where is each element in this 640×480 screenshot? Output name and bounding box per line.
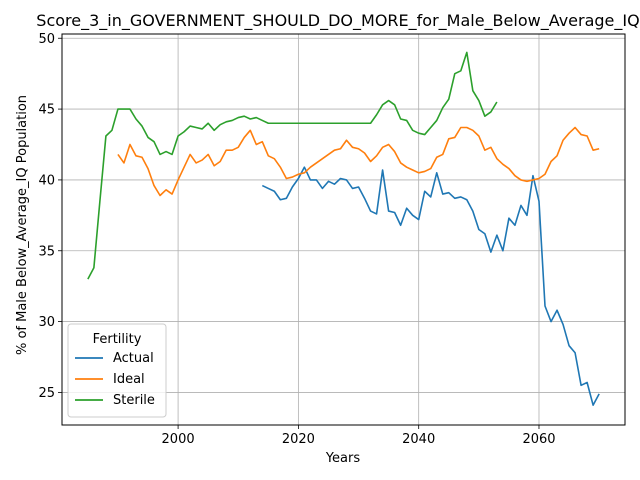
x-axis-label: Years [325, 451, 361, 466]
chart-title: Score_3_in_GOVERNMENT_SHOULD_DO_MORE_for… [36, 11, 639, 31]
y-tick-label: 50 [38, 32, 55, 47]
y-tick-label: 35 [38, 244, 55, 259]
legend-title: Fertility [93, 332, 142, 347]
x-tick-label: 2020 [282, 432, 315, 447]
y-tick-label: 40 [38, 173, 55, 188]
y-tick-label: 25 [38, 386, 55, 401]
legend: Fertility Actual Ideal Sterile [67, 323, 167, 418]
axis-ticks: 2000 2020 2040 2060 25 30 35 40 45 50 [38, 32, 555, 447]
legend-label-actual: Actual [113, 351, 154, 366]
x-tick-label: 2040 [402, 432, 435, 447]
y-tick-label: 45 [38, 103, 55, 118]
series-lines [87, 51, 600, 406]
x-tick-label: 2060 [522, 432, 555, 447]
legend-label-ideal: Ideal [113, 372, 145, 387]
legend-label-sterile: Sterile [113, 393, 155, 408]
x-tick-label: 2000 [162, 432, 195, 447]
series-line-ideal [117, 126, 600, 197]
series-line-actual [261, 166, 600, 406]
legend-box [67, 323, 167, 418]
gridlines [62, 34, 625, 425]
legend-items: Actual Ideal Sterile [75, 351, 155, 408]
series-line-sterile [87, 51, 498, 280]
plot-area-frame [61, 33, 626, 426]
y-tick-label: 30 [38, 315, 55, 330]
y-axis-label: % of Male Below_Average_IQ Population [15, 95, 30, 355]
